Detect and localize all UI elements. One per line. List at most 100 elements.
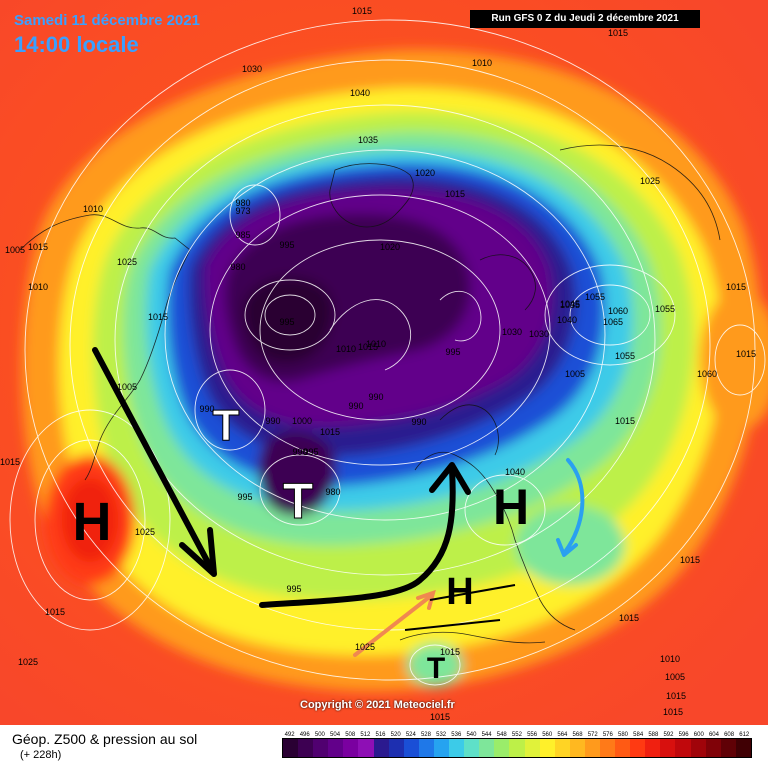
legend-swatch <box>328 739 344 757</box>
legend-tick-label: 588 <box>648 732 659 738</box>
flow-arrow-west-head <box>179 527 217 577</box>
flow-arrow-main-head <box>429 462 471 495</box>
isobar <box>569 284 651 346</box>
legend-swatch <box>449 739 465 757</box>
legend-swatch <box>388 739 404 757</box>
isobar-label: 990 <box>265 416 280 426</box>
legend-tick-label: 580 <box>618 732 629 738</box>
legend-swatch <box>524 739 540 757</box>
isobar-label: 1010 <box>472 58 492 68</box>
legend-swatch <box>599 739 616 757</box>
isobar-label: 1040 <box>557 315 577 325</box>
isobar <box>264 294 316 336</box>
isobar-label: 1015 <box>445 189 465 199</box>
isobar-label: 1015 <box>680 555 700 565</box>
isobar-label: 980 <box>325 487 340 497</box>
coast-scandinavia <box>439 404 499 456</box>
flow-arrow-west <box>92 347 215 573</box>
forecast-lead-time: (+ 228h) <box>20 749 62 761</box>
legend-tick-label: 576 <box>602 732 613 738</box>
isobar-label: 1025 <box>355 642 375 652</box>
legend-swatch <box>584 739 600 757</box>
color-scale-legend: 492 496 500 504 508 512 516 520 524 528 532 536 540 5… <box>282 732 752 758</box>
legend-swatch <box>464 739 480 757</box>
legend-swatch <box>690 739 706 757</box>
legend-swatch <box>735 739 751 757</box>
isobar-label: 1020 <box>380 242 400 252</box>
legend-tick-label: 592 <box>663 732 674 738</box>
coast-arctic <box>479 254 536 311</box>
isobar-label: 1015 <box>608 28 628 38</box>
isobar <box>114 104 656 576</box>
isobar-label: 1055 <box>585 292 605 302</box>
legend-tick-label: 604 <box>708 732 719 738</box>
isobar <box>464 474 546 546</box>
isobar-label: 1015 <box>0 457 20 467</box>
isobar-label: 1015 <box>440 647 460 657</box>
legend-swatch <box>615 739 631 757</box>
legend-tick-label: 556 <box>527 732 538 738</box>
isobar <box>544 264 676 366</box>
pressure-center-low-atlantic: T <box>283 473 314 529</box>
legend-tick-label: 532 <box>436 732 447 738</box>
isobar-label: 1030 <box>242 64 262 74</box>
isobar-label: 990 <box>292 447 307 457</box>
legend-tick-label: 492 <box>284 732 295 738</box>
legend-tick-label: 516 <box>375 732 386 738</box>
flow-arrow-blue <box>563 458 585 554</box>
legend-swatch <box>418 739 434 757</box>
geopotential-field <box>21 49 768 692</box>
legend-tick-label: 560 <box>542 732 553 738</box>
isobar-label: 995 <box>279 317 294 327</box>
isobar-label: 1015 <box>663 707 683 717</box>
legend-tick-label: 596 <box>678 732 689 738</box>
coast-mediterranean <box>399 631 546 644</box>
isobar-label: 990 <box>199 404 214 414</box>
coast-greenland <box>329 163 414 228</box>
isobar <box>164 149 606 521</box>
isobar <box>209 194 551 466</box>
flow-arrow-orange-head <box>416 589 436 610</box>
isobar-label: 1055 <box>615 351 635 361</box>
isobar-labels: 1015103010401010103510151010102010151025… <box>0 6 756 722</box>
isobar-label: 995 <box>286 584 301 594</box>
pressure-centers: H T T H H T <box>73 401 530 686</box>
geopotential-map: H T T H H T 1015103010401010103510151010… <box>0 0 768 725</box>
map-title: Géop. Z500 & pression au sol <box>12 731 198 747</box>
isobar-label: 973 <box>235 206 250 216</box>
isobar-label: 1015 <box>45 607 65 617</box>
coast-europe <box>414 451 576 631</box>
isobar-label: 1025 <box>640 176 660 186</box>
legend-tick-label: 500 <box>314 732 325 738</box>
legend-swatch <box>554 739 570 757</box>
legend-tick-label: 528 <box>420 732 431 738</box>
isobar-label: 985 <box>235 230 250 240</box>
isobar-label: 1065 <box>603 317 623 327</box>
field-east-orange <box>700 290 768 430</box>
isobar <box>714 324 766 396</box>
isobar-label: 990 <box>411 417 426 427</box>
flow-arrow-blue-head <box>556 538 578 557</box>
isobar-label: 1005 <box>565 369 585 379</box>
isobar-label: 1015 <box>352 6 372 16</box>
coastlines <box>19 144 721 644</box>
coast-north-america <box>19 214 191 481</box>
annotations <box>92 347 585 657</box>
isobar-label: 1015 <box>28 242 48 252</box>
isobar-label: 1015 <box>615 416 635 426</box>
model-run-info: Run GFS 0 Z du Jeudi 2 décembre 2021 <box>470 10 700 28</box>
isobar <box>259 454 341 526</box>
legend-tick-label: 568 <box>572 732 583 738</box>
isobar-label: 1015 <box>736 349 756 359</box>
legend-tick-label: 520 <box>390 732 401 738</box>
legend-swatch <box>539 739 555 757</box>
legend-swatch <box>569 739 585 757</box>
pressure-center-low-mediterranean: T <box>427 652 445 685</box>
isobar-label: 1010 <box>660 654 680 664</box>
legend-swatch <box>283 739 299 757</box>
legend-swatch <box>433 739 450 757</box>
legend-tick-label: 600 <box>693 732 704 738</box>
isobar-label: 990 <box>348 401 363 411</box>
legend-swatch <box>660 739 676 757</box>
